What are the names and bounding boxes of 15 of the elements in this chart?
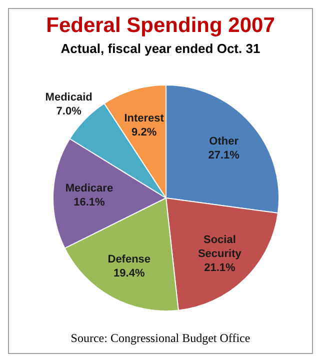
- data-label: 27.1%: [208, 149, 240, 162]
- slice-label: Social Security: [198, 234, 242, 260]
- data-label: 19.4%: [114, 267, 145, 280]
- data-label: 7.0%: [56, 105, 82, 118]
- data-label: 21.1%: [204, 262, 236, 274]
- data-label: 16.1%: [74, 196, 106, 208]
- slice-label: Defense: [108, 253, 151, 266]
- slice-label: Interest: [124, 112, 164, 124]
- slice-label: Other: [209, 135, 240, 148]
- slice-label: Medicare: [65, 182, 114, 194]
- slice-label: Medicaid: [45, 91, 92, 104]
- data-label: 9.2%: [132, 126, 157, 138]
- chart-subtitle: Actual, fiscal year ended Oct. 31: [60, 41, 260, 56]
- source-note: Source: Congressional Budget Office: [70, 331, 250, 345]
- chart-title: Federal Spending 2007: [46, 14, 275, 37]
